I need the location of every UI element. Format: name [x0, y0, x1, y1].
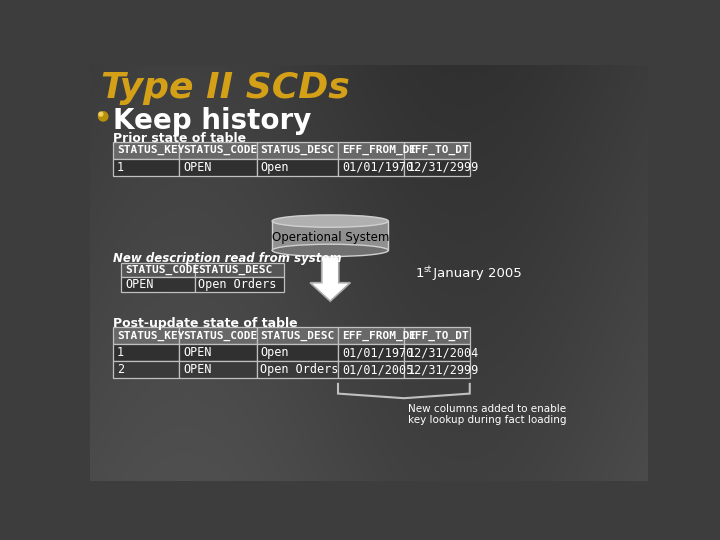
- Bar: [256, 327, 338, 345]
- Text: STATUS_DESC: STATUS_DESC: [261, 145, 335, 156]
- Text: Prior state of table: Prior state of table: [113, 132, 246, 145]
- Bar: [338, 345, 404, 361]
- Bar: [338, 361, 404, 378]
- Text: 12/31/2004: 12/31/2004: [408, 346, 479, 359]
- Text: 12/31/2999: 12/31/2999: [408, 161, 479, 174]
- Text: Operational System: Operational System: [271, 231, 389, 244]
- Bar: [113, 159, 179, 176]
- Bar: [338, 159, 404, 176]
- Text: STATUS_DESC: STATUS_DESC: [261, 330, 335, 341]
- Bar: [179, 142, 256, 159]
- Bar: [121, 262, 194, 278]
- Bar: [113, 361, 179, 378]
- Ellipse shape: [272, 244, 388, 256]
- Text: 1: 1: [117, 346, 125, 359]
- Text: New columns added to enable: New columns added to enable: [408, 404, 566, 414]
- Text: Keep history: Keep history: [113, 107, 312, 135]
- Text: STATUS_KEY: STATUS_KEY: [117, 145, 184, 156]
- Circle shape: [99, 112, 108, 121]
- Text: EFF_FROM_DT: EFF_FROM_DT: [342, 145, 416, 156]
- Text: key lookup during fact loading: key lookup during fact loading: [408, 415, 566, 425]
- Text: 2: 2: [117, 363, 125, 376]
- Text: Type II SCDs: Type II SCDs: [101, 71, 350, 105]
- Text: EFF_TO_DT: EFF_TO_DT: [408, 330, 469, 341]
- Text: STATUS_DESC: STATUS_DESC: [199, 265, 273, 275]
- Text: STATUS_CODE: STATUS_CODE: [183, 145, 257, 156]
- Bar: [179, 327, 256, 345]
- Circle shape: [99, 112, 103, 116]
- Bar: [179, 345, 256, 361]
- Text: 1: 1: [415, 267, 424, 280]
- Text: OPEN: OPEN: [125, 278, 153, 291]
- Text: January 2005: January 2005: [429, 267, 522, 280]
- Text: Open: Open: [261, 161, 289, 174]
- Bar: [121, 278, 194, 292]
- Bar: [179, 159, 256, 176]
- Bar: [404, 159, 469, 176]
- Text: Post-update state of table: Post-update state of table: [113, 318, 298, 330]
- Bar: [256, 345, 338, 361]
- Text: EFF_TO_DT: EFF_TO_DT: [408, 145, 469, 156]
- Text: STATUS_CODE: STATUS_CODE: [183, 330, 257, 341]
- Bar: [113, 327, 179, 345]
- Bar: [404, 361, 469, 378]
- Bar: [256, 361, 338, 378]
- Text: 01/01/1970: 01/01/1970: [342, 346, 413, 359]
- Bar: [272, 221, 388, 251]
- Bar: [338, 142, 404, 159]
- Bar: [404, 345, 469, 361]
- Text: EFF_FROM_DT: EFF_FROM_DT: [342, 330, 416, 341]
- Bar: [113, 345, 179, 361]
- Bar: [404, 327, 469, 345]
- Text: st: st: [423, 265, 431, 274]
- Bar: [179, 361, 256, 378]
- Text: STATUS_CODE: STATUS_CODE: [125, 265, 199, 275]
- Bar: [404, 142, 469, 159]
- Bar: [338, 327, 404, 345]
- Bar: [113, 142, 179, 159]
- Text: OPEN: OPEN: [183, 346, 212, 359]
- Bar: [194, 278, 284, 292]
- Text: OPEN: OPEN: [183, 161, 212, 174]
- Text: 01/01/2005: 01/01/2005: [342, 363, 413, 376]
- Text: 01/01/1970: 01/01/1970: [342, 161, 413, 174]
- Text: Open Orders: Open Orders: [261, 363, 339, 376]
- Bar: [256, 142, 338, 159]
- Bar: [256, 159, 338, 176]
- Text: Open: Open: [261, 346, 289, 359]
- Text: OPEN: OPEN: [183, 363, 212, 376]
- Polygon shape: [310, 256, 351, 301]
- Text: 1: 1: [117, 161, 125, 174]
- Text: New description read from system: New description read from system: [113, 252, 342, 265]
- Text: 12/31/2999: 12/31/2999: [408, 363, 479, 376]
- Text: STATUS_KEY: STATUS_KEY: [117, 330, 184, 341]
- Bar: [194, 262, 284, 278]
- Ellipse shape: [272, 215, 388, 227]
- Text: Open Orders: Open Orders: [199, 278, 277, 291]
